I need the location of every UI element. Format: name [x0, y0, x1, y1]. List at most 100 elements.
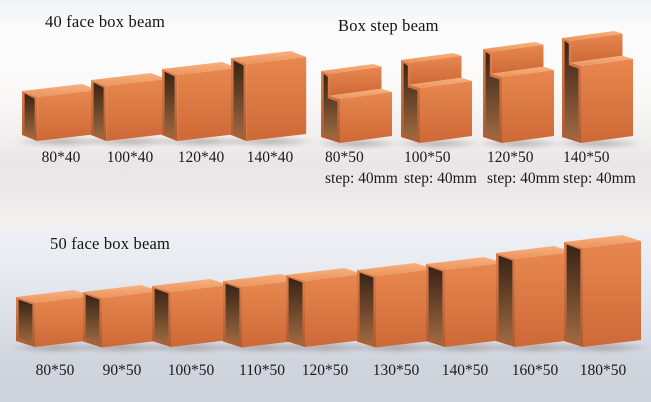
beam-graphic-160x50 — [495, 246, 573, 347]
beam-shadow — [489, 342, 581, 353]
beam-front-face — [101, 290, 160, 347]
beam-graphic-80x50 — [15, 290, 93, 347]
beam-front-face — [444, 263, 503, 347]
beam-hollow — [566, 244, 580, 345]
beam-hollow — [498, 255, 512, 345]
step-beam-graphic-140x50 — [561, 31, 633, 143]
beam-hollow — [85, 294, 99, 345]
beam-size-label: 120*50 — [301, 362, 349, 379]
beam-front-face — [246, 57, 307, 141]
beam-size-label: 140*50 — [441, 362, 489, 379]
beam-top-face — [285, 268, 363, 281]
beam-front-face — [34, 296, 93, 347]
beam-hollow — [485, 52, 499, 140]
beam-top-face — [151, 279, 229, 292]
step-beam-graphic-100x50 — [400, 53, 472, 143]
beam-step-ledge-face — [329, 88, 392, 99]
beam-hollow — [428, 266, 442, 345]
beam-top-face — [162, 62, 238, 75]
beam-graphic-110x50 — [222, 273, 300, 347]
beam-front-face — [106, 79, 167, 141]
beam-step-ledge-face — [491, 66, 554, 77]
beam-top-face — [15, 290, 93, 303]
beam-shadow — [145, 342, 237, 353]
beam-front-face — [304, 274, 363, 347]
title-box-step-beam: Box step beam — [338, 16, 439, 35]
beam-step-riser-face — [329, 66, 381, 96]
beam-hollow — [323, 74, 337, 140]
beam-top-face — [400, 53, 461, 63]
beam-front-face — [375, 268, 434, 347]
beam-hollow — [24, 93, 35, 139]
beam-step-riser-face — [409, 55, 461, 85]
beam-shadow — [156, 136, 246, 147]
beam-shadow — [9, 342, 101, 353]
beam-size-label: 140*40 — [246, 149, 294, 166]
beam-size-label: 80*50 — [35, 362, 75, 379]
beam-shadow — [476, 138, 562, 149]
beam-top-face — [82, 284, 160, 298]
beam-shadow — [279, 342, 371, 353]
beam-size-step-label: 120*50 step: 40mm — [487, 149, 560, 187]
beam-top-face — [495, 246, 573, 259]
beam-front-face — [514, 252, 573, 347]
beam-graphic-90x50 — [82, 284, 160, 347]
beam-top-face — [563, 235, 641, 248]
beam-front-face — [37, 90, 98, 141]
beam-top-face — [22, 84, 98, 97]
beam-graphic-130x50 — [356, 262, 434, 347]
beam-shadow — [557, 342, 649, 353]
step-beam-graphic-120x50 — [482, 42, 554, 143]
beam-graphic-180x50 — [563, 235, 641, 347]
beam-hollow — [288, 277, 302, 345]
beam-graphic-100x50 — [151, 279, 229, 347]
beam-shadow — [555, 138, 641, 149]
beam-front-face — [241, 279, 300, 347]
beam-front-face — [582, 241, 641, 347]
beam-hollow — [359, 272, 373, 345]
beam-size-label: 120*40 — [177, 149, 225, 166]
beam-step-riser-face — [491, 44, 543, 74]
beam-size-label: 100*50 — [167, 362, 215, 379]
beam-top-face — [222, 273, 300, 287]
beam-front-face — [177, 68, 238, 141]
beam-top-face — [356, 262, 434, 276]
beam-size-label: 80*40 — [41, 149, 81, 166]
beam-shadow — [314, 138, 400, 149]
beam-shadow — [394, 138, 480, 149]
beam-shadow — [85, 136, 175, 147]
beam-shadow — [419, 342, 511, 353]
beam-graphic-100x40 — [91, 73, 167, 141]
beam-front-face — [580, 59, 633, 143]
beam-step-riser-face — [570, 33, 622, 63]
beam-graphic-80x40 — [22, 84, 98, 141]
beam-size-step-label: 100*50 step: 40mm — [404, 149, 477, 187]
beam-top-face — [425, 257, 503, 270]
beam-front-face — [419, 81, 472, 143]
beam-hollow — [154, 288, 168, 345]
beam-shadow — [16, 136, 106, 147]
beam-shadow — [225, 136, 315, 147]
step-beam-graphic-80x50 — [320, 64, 392, 143]
beam-shadow — [216, 342, 308, 353]
beam-graphic-140x50 — [425, 257, 503, 347]
beam-top-face — [91, 73, 167, 86]
beam-shadow — [350, 342, 442, 353]
beam-size-label: 110*50 — [239, 362, 285, 379]
beam-front-face — [339, 92, 392, 143]
beam-shadow — [76, 342, 168, 353]
beam-size-label: 90*50 — [102, 362, 142, 379]
beam-size-label: 160*50 — [511, 362, 559, 379]
beam-top-face — [482, 42, 543, 52]
beam-size-label: 180*50 — [579, 362, 627, 379]
beam-graphic-140x40 — [231, 51, 307, 141]
beam-size-step-label: 80*50 step: 40mm — [325, 149, 398, 187]
title-40-face-box-beam: 40 face box beam — [45, 12, 166, 31]
beam-step-ledge-face — [570, 55, 633, 66]
beam-hollow — [164, 71, 175, 139]
beam-front-face — [501, 70, 554, 143]
beam-hollow — [93, 82, 104, 139]
beam-top-face — [561, 31, 622, 41]
beam-hollow — [233, 60, 244, 139]
